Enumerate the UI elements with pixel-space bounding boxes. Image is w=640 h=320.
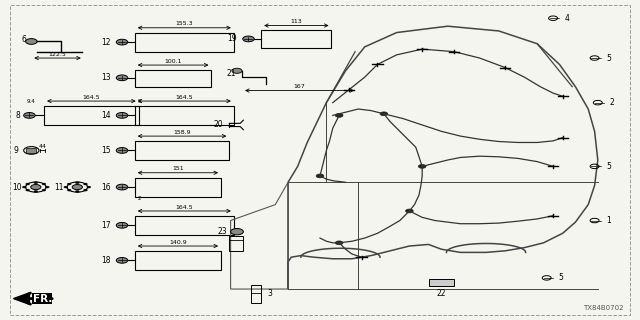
Circle shape bbox=[116, 113, 128, 118]
Text: 5: 5 bbox=[606, 162, 611, 171]
Circle shape bbox=[116, 184, 128, 190]
Circle shape bbox=[87, 186, 91, 188]
Text: 164.5: 164.5 bbox=[83, 95, 100, 100]
Bar bbox=[251, 285, 261, 303]
Text: 5: 5 bbox=[558, 273, 563, 282]
Circle shape bbox=[116, 39, 128, 45]
Text: 9: 9 bbox=[138, 99, 141, 104]
Text: 22: 22 bbox=[436, 289, 446, 298]
Text: 17: 17 bbox=[101, 221, 111, 230]
Text: 9.4: 9.4 bbox=[27, 99, 36, 104]
Circle shape bbox=[22, 186, 26, 188]
Circle shape bbox=[84, 183, 88, 185]
Text: 44: 44 bbox=[39, 144, 47, 149]
Text: 19: 19 bbox=[227, 35, 237, 44]
Circle shape bbox=[116, 75, 128, 81]
Circle shape bbox=[24, 113, 35, 118]
Circle shape bbox=[67, 189, 71, 191]
Circle shape bbox=[335, 114, 343, 117]
Text: 6: 6 bbox=[21, 35, 26, 44]
Circle shape bbox=[406, 209, 413, 213]
Bar bbox=[229, 236, 243, 251]
Text: 18: 18 bbox=[101, 256, 111, 265]
Circle shape bbox=[45, 186, 49, 188]
Text: 3: 3 bbox=[268, 289, 273, 298]
Circle shape bbox=[419, 164, 426, 168]
Circle shape bbox=[84, 189, 88, 191]
Text: 158.9: 158.9 bbox=[173, 130, 191, 135]
Text: 140.9: 140.9 bbox=[169, 240, 187, 245]
Circle shape bbox=[64, 186, 68, 188]
Text: 12: 12 bbox=[101, 38, 111, 47]
Text: 167: 167 bbox=[294, 84, 305, 89]
Text: 100.1: 100.1 bbox=[164, 59, 182, 64]
Circle shape bbox=[26, 39, 37, 44]
Circle shape bbox=[116, 148, 128, 153]
Text: 9: 9 bbox=[13, 146, 19, 155]
Circle shape bbox=[72, 185, 83, 190]
Text: FR.: FR. bbox=[33, 293, 52, 304]
Circle shape bbox=[26, 189, 29, 191]
Circle shape bbox=[42, 189, 46, 191]
Text: 113: 113 bbox=[291, 19, 302, 24]
Circle shape bbox=[76, 182, 79, 184]
Text: TX84B0702: TX84B0702 bbox=[583, 305, 623, 311]
Bar bbox=[135, 251, 221, 270]
Text: 21: 21 bbox=[226, 69, 236, 78]
Circle shape bbox=[116, 258, 128, 263]
Text: 155.3: 155.3 bbox=[175, 21, 193, 27]
Bar bbox=[26, 148, 36, 153]
Circle shape bbox=[76, 190, 79, 192]
Circle shape bbox=[31, 185, 41, 190]
Bar bbox=[135, 33, 234, 52]
Circle shape bbox=[42, 183, 46, 185]
Text: 23: 23 bbox=[218, 227, 227, 236]
Text: 10: 10 bbox=[12, 183, 22, 192]
Circle shape bbox=[316, 174, 324, 178]
Circle shape bbox=[243, 36, 254, 42]
Text: 1: 1 bbox=[606, 216, 611, 225]
Circle shape bbox=[230, 228, 243, 235]
Circle shape bbox=[34, 190, 38, 192]
Text: 15: 15 bbox=[101, 146, 111, 155]
Circle shape bbox=[380, 112, 388, 116]
Text: 151: 151 bbox=[172, 166, 184, 172]
Text: 8: 8 bbox=[15, 111, 20, 120]
Bar bbox=[135, 106, 234, 125]
Bar bbox=[44, 106, 139, 125]
Text: 122.5: 122.5 bbox=[49, 52, 67, 57]
Bar bbox=[429, 279, 454, 286]
Text: 13: 13 bbox=[101, 73, 111, 82]
Bar bbox=[135, 70, 211, 87]
Text: 5: 5 bbox=[606, 53, 611, 62]
Bar bbox=[135, 178, 221, 197]
Bar bbox=[135, 141, 229, 160]
Bar bbox=[261, 30, 332, 49]
Text: 16: 16 bbox=[101, 183, 111, 192]
Bar bbox=[135, 216, 234, 235]
Text: 2: 2 bbox=[609, 98, 614, 107]
Text: 2: 2 bbox=[138, 196, 141, 201]
Circle shape bbox=[335, 241, 343, 245]
Text: 164.5: 164.5 bbox=[175, 205, 193, 210]
Polygon shape bbox=[13, 293, 29, 304]
Circle shape bbox=[34, 182, 38, 184]
Circle shape bbox=[67, 183, 71, 185]
Circle shape bbox=[26, 183, 29, 185]
Text: 11: 11 bbox=[54, 183, 63, 192]
Text: 14: 14 bbox=[101, 111, 111, 120]
Circle shape bbox=[116, 222, 128, 228]
Text: 4: 4 bbox=[564, 14, 570, 23]
Circle shape bbox=[232, 68, 242, 73]
Text: 20: 20 bbox=[213, 120, 223, 130]
Text: 164.5: 164.5 bbox=[175, 95, 193, 100]
